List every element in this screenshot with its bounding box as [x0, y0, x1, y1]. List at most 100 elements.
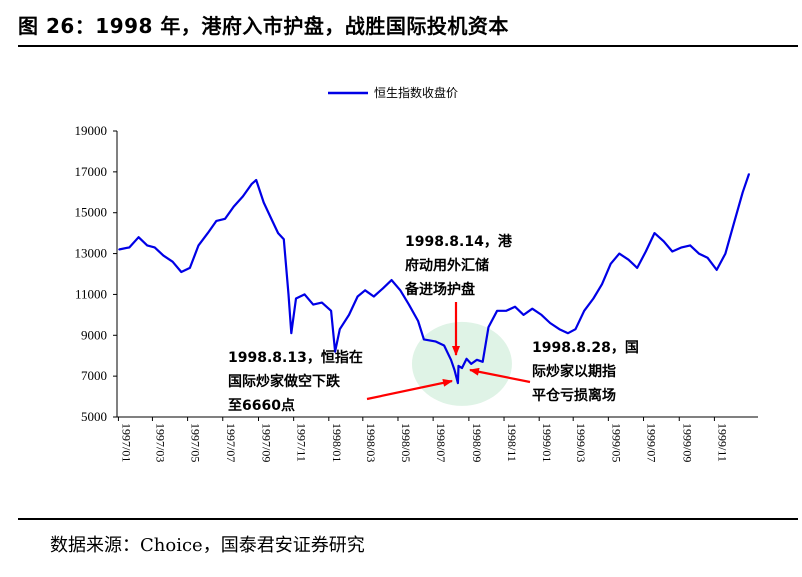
arrow-1998-8-28: [469, 367, 531, 384]
annotation-line: 至6660点: [228, 397, 295, 414]
data-point: [277, 232, 279, 234]
data-point: [645, 250, 647, 253]
annotation-line: 备进场护盘: [404, 281, 475, 298]
x-tick-label: 1999/05: [609, 423, 623, 462]
data-point: [189, 267, 191, 269]
data-point: [417, 320, 419, 322]
x-tick-label: 1999/01: [540, 423, 554, 462]
annotation-line: 府动用外汇储: [405, 257, 489, 274]
data-point: [295, 297, 297, 300]
data-point: [706, 256, 709, 259]
x-tick-label: 1997/07: [224, 423, 238, 462]
x-tick-label: 1999/03: [574, 423, 588, 462]
data-point: [496, 309, 498, 312]
data-point: [434, 340, 437, 343]
y-tick-label: 19000: [75, 123, 108, 138]
x-tick-label: 1997/05: [189, 423, 203, 462]
y-tick-label: 17000: [75, 164, 108, 179]
data-point: [470, 363, 472, 365]
annotation-line: 1998.8.14，港: [405, 233, 513, 250]
data-point: [330, 309, 332, 312]
data-point: [627, 258, 630, 261]
annotation-line: 国际炒家做空下跌: [228, 373, 341, 390]
data-point: [724, 252, 727, 255]
x-tick-label: 1998/09: [470, 423, 484, 462]
y-tick-label: 15000: [75, 205, 108, 220]
x-tick-label: 1999/07: [645, 423, 659, 462]
data-point: [162, 254, 165, 257]
data-point: [443, 344, 445, 347]
data-point: [583, 309, 585, 312]
data-point: [465, 357, 468, 360]
data-point: [364, 289, 366, 292]
data-point: [287, 293, 290, 296]
data-point: [549, 322, 551, 324]
data-point: [662, 240, 665, 243]
data-point: [487, 326, 490, 328]
x-tick-label: 1998/03: [364, 423, 378, 462]
data-point: [457, 382, 459, 384]
data-point: [137, 236, 140, 239]
x-tick-label: 1999/11: [715, 423, 729, 462]
data-point: [522, 314, 525, 316]
annotation-line: 平仓亏损离场: [532, 387, 616, 404]
data-point: [689, 244, 692, 247]
data-point: [171, 260, 174, 263]
data-point: [636, 267, 638, 269]
y-tick-label: 13000: [75, 246, 108, 261]
series-line-hsi: [118, 173, 751, 385]
data-point: [271, 220, 274, 222]
y-tick-label: 5000: [81, 409, 107, 424]
data-point: [312, 303, 315, 306]
data-point: [224, 218, 226, 220]
data-point: [303, 293, 306, 296]
data-point: [457, 365, 460, 367]
data-point: [128, 246, 131, 249]
y-tick-label: 9000: [81, 327, 107, 342]
data-point: [146, 244, 149, 247]
x-tick-label: 1998/05: [399, 423, 413, 462]
data-point: [153, 246, 156, 249]
x-tick-label: 1997/01: [119, 423, 133, 462]
data-point: [698, 252, 700, 255]
data-point: [255, 179, 257, 181]
data-point: [540, 314, 543, 316]
data-point: [372, 295, 375, 298]
data-point: [290, 332, 293, 335]
data-point: [680, 246, 683, 249]
x-tick-label: 1999/09: [680, 423, 694, 462]
x-tick-label: 1997/11: [295, 423, 309, 462]
x-tick-label: 1998/07: [434, 423, 448, 462]
x-tick-label: 1997/03: [153, 423, 167, 462]
annotation-line: 1998.8.28，国: [532, 340, 639, 356]
data-point: [118, 248, 120, 251]
data-point: [250, 183, 253, 185]
data-point: [671, 250, 674, 253]
data-point: [408, 303, 410, 306]
data-point: [232, 205, 235, 208]
data-point: [558, 328, 561, 330]
trough-highlight: [411, 321, 512, 406]
source-rule: [18, 518, 798, 520]
data-point: [242, 195, 244, 198]
data-point: [390, 279, 393, 281]
data-point: [592, 297, 595, 300]
data-point: [733, 222, 735, 224]
data-point: [481, 361, 484, 363]
x-tick-label: 1998/01: [330, 423, 344, 462]
data-point: [574, 328, 577, 330]
line-chart: 5000 7000 9000 11000 13000 15000 17000 19000 199…: [75, 85, 758, 462]
data-point: [531, 307, 534, 310]
annotation-line: 1998.8.13，恒指在: [228, 349, 363, 366]
source-note: 数据来源：Choice，国泰君安证券研究: [50, 535, 365, 556]
data-point: [215, 220, 218, 222]
arrow-1998-8-13: [366, 378, 453, 401]
data-point: [618, 252, 621, 255]
y-tick-label: 7000: [81, 368, 107, 383]
data-point: [715, 269, 718, 271]
data-point: [461, 367, 463, 369]
data-point: [348, 314, 350, 316]
